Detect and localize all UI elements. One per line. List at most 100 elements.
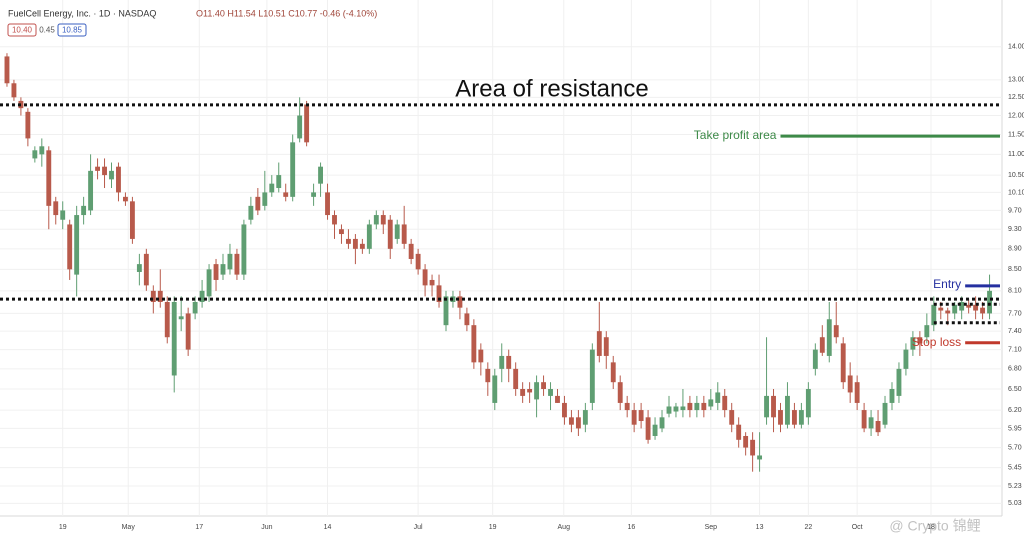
candle-body <box>478 349 484 363</box>
x-tick-label: Aug <box>558 524 571 531</box>
x-tick-label: 13 <box>756 524 764 531</box>
candle-body <box>659 417 665 429</box>
candle-body <box>366 224 372 249</box>
candle-body <box>596 331 602 356</box>
y-tick-label: 12.00 <box>1008 112 1024 119</box>
candle-body <box>973 304 979 311</box>
x-tick-label: Sep <box>705 524 718 531</box>
candle-body <box>213 264 219 280</box>
candle-body <box>359 243 365 249</box>
candle-body <box>53 201 59 216</box>
candle-body <box>903 349 909 369</box>
candle-body <box>81 205 87 216</box>
plot <box>4 53 992 472</box>
candle-body <box>513 368 519 389</box>
spread: 0.45 <box>39 26 55 35</box>
candle-body <box>847 375 853 393</box>
candle-body <box>875 420 881 433</box>
x-tick-label: 19 <box>59 524 67 531</box>
candle-body <box>959 301 965 311</box>
candle-body <box>694 402 700 411</box>
candle-body <box>297 115 303 139</box>
candle-body <box>764 395 769 418</box>
candle-body <box>25 111 31 139</box>
candle-body <box>750 439 756 456</box>
candle-body <box>109 170 114 180</box>
candle-body <box>785 395 790 425</box>
candle-body <box>924 325 930 338</box>
candle-body <box>150 290 156 302</box>
candle-body <box>861 410 867 429</box>
annotation-label: Take profit area <box>694 128 777 142</box>
candle-body <box>624 402 630 411</box>
candle-body <box>457 296 463 308</box>
candle-body <box>771 395 776 418</box>
candle-body <box>443 296 449 326</box>
candle-body <box>352 238 358 249</box>
candle-body <box>638 410 644 421</box>
candle-body <box>178 316 184 320</box>
candle-body <box>332 215 337 225</box>
candle-body <box>122 196 128 202</box>
candle-body <box>95 166 100 171</box>
y-tick-label: 9.30 <box>1008 226 1022 233</box>
candle-body <box>192 301 198 314</box>
candle-body <box>199 290 205 302</box>
candle-body <box>917 337 923 344</box>
candle-body <box>931 304 937 326</box>
candle-body <box>234 253 240 275</box>
candle-body <box>116 166 121 193</box>
candle-body <box>980 307 986 314</box>
candle-body <box>987 290 992 314</box>
ask-box <box>57 23 87 37</box>
candle-body <box>485 368 491 383</box>
x-tick-label: Oct <box>852 524 863 531</box>
candle-body <box>262 192 268 206</box>
candle-body <box>757 455 763 460</box>
candle-body <box>812 349 818 369</box>
candle-body <box>736 424 742 440</box>
chart-title: Area of resistance <box>455 75 648 102</box>
candle-body <box>882 402 888 425</box>
x-tick-label: 22 <box>804 524 812 531</box>
x-tick-label: 14 <box>324 524 332 531</box>
candle-body <box>582 410 588 425</box>
y-tick-label: 7.40 <box>1008 328 1022 335</box>
candle-body <box>610 362 616 383</box>
candle-body <box>743 435 749 448</box>
candle-body <box>534 382 540 400</box>
candle-body <box>673 406 679 412</box>
y-tick-label: 7.10 <box>1008 346 1022 353</box>
candle-body <box>422 269 428 286</box>
candle-body <box>248 205 254 220</box>
candle-body <box>701 402 707 411</box>
candle-body <box>708 399 714 407</box>
y-tick-label: 6.50 <box>1008 386 1022 393</box>
candle-body <box>345 238 351 244</box>
candle-body <box>102 166 107 176</box>
candle-body <box>11 83 17 98</box>
candle-body <box>60 210 66 220</box>
candle-body <box>805 388 811 418</box>
overlays: Take profit area Entry Stop loss <box>0 103 1000 349</box>
candle-body <box>88 170 94 211</box>
candle-body <box>318 166 323 184</box>
candle-body <box>722 395 728 411</box>
candle-body <box>136 264 142 272</box>
y-tick-label: 12.50 <box>1008 94 1024 101</box>
candle-body <box>896 368 902 396</box>
candle-body <box>255 196 261 211</box>
candle-body <box>39 146 45 155</box>
candle-body <box>499 355 505 369</box>
annotation-label: Entry <box>933 277 961 291</box>
candle-body <box>339 229 344 235</box>
candle-body <box>46 150 52 206</box>
candle-body <box>429 279 435 286</box>
candle-body <box>269 183 275 193</box>
y-tick-label: 10.50 <box>1008 172 1024 179</box>
candle-body <box>889 388 895 403</box>
y-tick-label: 9.70 <box>1008 207 1022 214</box>
candle-body <box>840 343 846 383</box>
candle-body <box>129 201 135 239</box>
